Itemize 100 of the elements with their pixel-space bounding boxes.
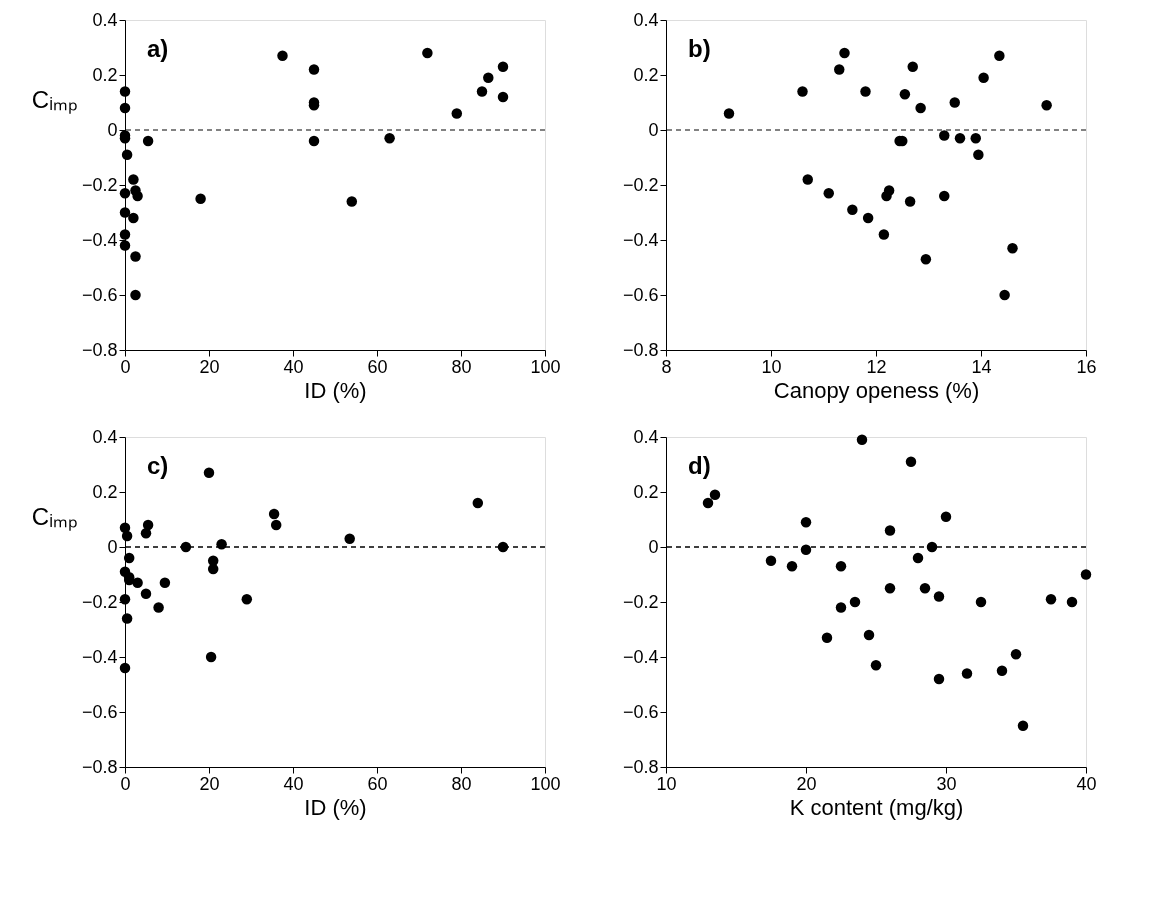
y-tick-label: −0.8: [622, 756, 659, 777]
y-tick-label: −0.4: [622, 229, 659, 250]
point: [907, 61, 918, 72]
point: [863, 629, 875, 641]
point: [847, 204, 858, 215]
point: [920, 254, 932, 265]
y-tick-label: −0.8: [81, 756, 118, 777]
point: [933, 673, 945, 685]
x-tick-label: 14: [971, 356, 992, 377]
point: [709, 489, 721, 500]
point: [241, 594, 253, 605]
point: [835, 602, 847, 613]
x-tick-label: 0: [120, 356, 131, 377]
point: [926, 541, 938, 553]
point: [119, 207, 131, 218]
point: [205, 651, 217, 663]
point: [702, 497, 714, 509]
y-tick-label: −0.4: [622, 646, 659, 667]
point: [119, 240, 131, 251]
point: [919, 583, 931, 594]
point: [128, 212, 139, 224]
point: [277, 50, 288, 61]
y-tick-label: 0.4: [633, 9, 659, 30]
y-tick-label: 0.2: [92, 481, 118, 502]
point: [451, 108, 463, 119]
point: [130, 289, 141, 301]
point: [119, 594, 131, 605]
x-tick-label: 8: [661, 356, 672, 377]
y-tick-label: −0.6: [622, 701, 659, 722]
x-tick-label: 16: [1076, 356, 1097, 377]
point: [856, 434, 868, 445]
point: [132, 577, 143, 588]
x-tick-label: 0: [120, 773, 131, 794]
point: [970, 133, 981, 144]
point: [905, 456, 917, 467]
point: [422, 47, 433, 59]
point: [1010, 649, 1022, 660]
point: [994, 50, 1005, 61]
point: [132, 190, 143, 202]
point: [797, 86, 808, 97]
point: [973, 149, 984, 160]
point: [884, 583, 896, 594]
y-tick-label: −0.2: [81, 591, 118, 612]
y-tick-label: −0.4: [81, 229, 118, 250]
y-tick-label: −0.8: [81, 339, 118, 360]
point: [1066, 596, 1078, 608]
point: [899, 89, 911, 100]
y-tick-label: 0: [107, 119, 118, 140]
x-tick-label: 100: [530, 356, 561, 377]
point: [961, 668, 973, 679]
annotation: a): [147, 35, 169, 62]
x-tick-label: 20: [199, 773, 220, 794]
point: [884, 525, 896, 536]
y-tick-label: −0.4: [81, 646, 118, 667]
point: [344, 533, 355, 544]
point: [121, 149, 133, 160]
x-tick-label: 80: [451, 773, 472, 794]
y-tick-label: −0.2: [81, 174, 118, 195]
point: [472, 497, 484, 509]
x-axis-title: ID (%): [304, 794, 367, 820]
point: [1045, 594, 1057, 605]
point: [119, 229, 131, 240]
annotation: b): [688, 35, 711, 62]
point: [1007, 243, 1018, 254]
point: [915, 102, 926, 114]
point: [978, 72, 989, 83]
x-tick-label: 60: [367, 773, 388, 794]
point: [904, 196, 916, 207]
point: [497, 91, 509, 103]
x-tick-label: 80: [451, 356, 472, 377]
point: [142, 135, 154, 147]
point: [119, 188, 131, 199]
point: [140, 588, 152, 599]
y-tick-label: 0.2: [92, 64, 118, 85]
x-tick-label: 100: [530, 773, 561, 794]
y-tick-label: 0: [107, 536, 118, 557]
point: [130, 251, 141, 262]
x-tick-label: 10: [761, 356, 782, 377]
point: [975, 596, 987, 608]
y-tick-label: 0.2: [633, 481, 659, 502]
point: [862, 212, 874, 224]
x-axis-title: Canopy openess (%): [773, 377, 980, 403]
point: [883, 185, 895, 196]
point: [954, 133, 966, 144]
x-tick-label: 40: [1076, 773, 1097, 794]
point: [121, 613, 133, 624]
y-tick-label: 0.2: [633, 64, 659, 85]
x-tick-label: 10: [656, 773, 677, 794]
y-tick-label: −0.2: [622, 591, 659, 612]
point: [142, 519, 154, 531]
point: [912, 552, 924, 564]
point: [346, 196, 358, 207]
point: [308, 64, 320, 75]
x-tick-label: 30: [936, 773, 957, 794]
point: [939, 190, 950, 202]
point: [933, 591, 945, 602]
point: [268, 508, 280, 520]
point: [1041, 100, 1052, 111]
point: [823, 188, 834, 199]
x-tick-label: 20: [199, 356, 220, 377]
